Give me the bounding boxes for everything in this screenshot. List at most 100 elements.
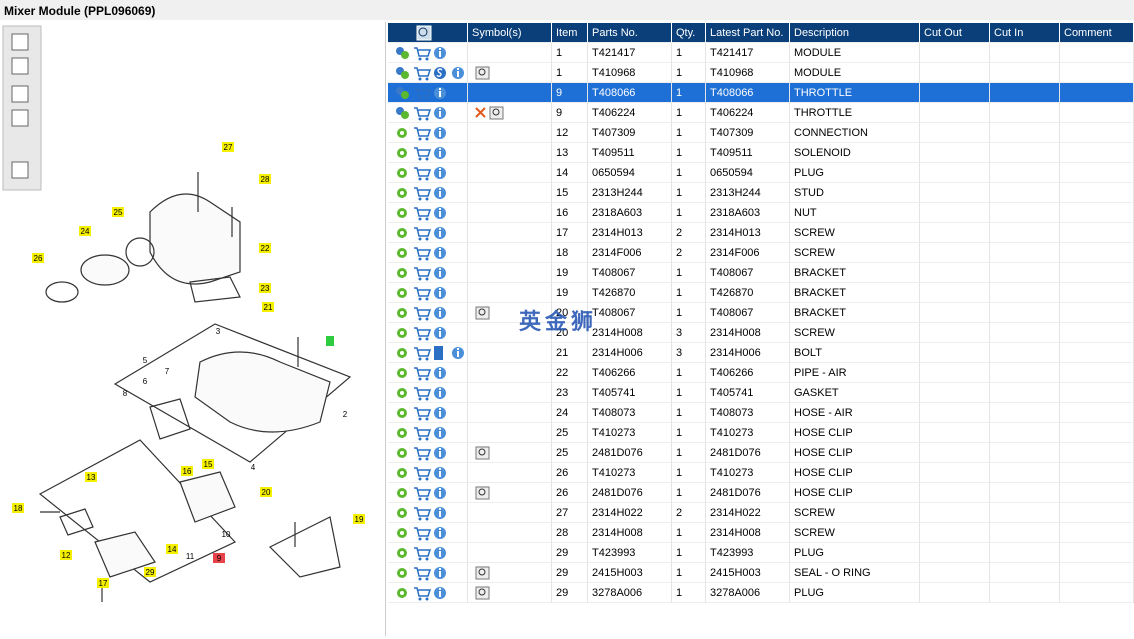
row-icons[interactable]: [388, 63, 468, 83]
row-icon-set[interactable]: [392, 443, 468, 463]
symbol-cell[interactable]: [468, 43, 552, 63]
row-icon-set[interactable]: [392, 403, 468, 423]
row-icons[interactable]: [388, 463, 468, 483]
window-title: Mixer Module (PPL096069): [0, 0, 1134, 20]
row-icons[interactable]: [388, 443, 468, 463]
row-icon-set[interactable]: [392, 523, 468, 543]
symbol-cell[interactable]: [468, 163, 552, 183]
column-header[interactable]: Description: [790, 23, 920, 43]
table-cell: STUD: [790, 183, 920, 203]
row-icons[interactable]: [388, 483, 468, 503]
symbol-cell[interactable]: [468, 363, 552, 383]
column-header[interactable]: Cut In: [990, 23, 1060, 43]
row-icons[interactable]: [388, 163, 468, 183]
row-icon-set[interactable]: [392, 103, 468, 123]
row-icon-set[interactable]: [392, 143, 468, 163]
row-icons[interactable]: [388, 323, 468, 343]
row-icon-set[interactable]: [392, 323, 468, 343]
row-icon-set[interactable]: [392, 463, 468, 483]
row-icons[interactable]: [388, 503, 468, 523]
symbol-cell[interactable]: [468, 243, 552, 263]
symbol-cell[interactable]: [468, 83, 552, 103]
symbol-cell[interactable]: [468, 283, 552, 303]
row-icon-set[interactable]: [392, 483, 468, 503]
symbol-cell[interactable]: [468, 63, 552, 83]
row-icon-set[interactable]: [392, 423, 468, 443]
row-icons[interactable]: [388, 143, 468, 163]
row-icons[interactable]: [388, 363, 468, 383]
symbol-cell[interactable]: [468, 323, 552, 343]
row-icons[interactable]: [388, 303, 468, 323]
symbol-cell[interactable]: [468, 203, 552, 223]
row-icon-set[interactable]: [392, 203, 468, 223]
column-header[interactable]: Symbol(s): [468, 23, 552, 43]
row-icons[interactable]: [388, 223, 468, 243]
row-icon-set[interactable]: [392, 123, 468, 143]
row-icon-set[interactable]: [392, 263, 468, 283]
symbol-cell[interactable]: [468, 403, 552, 423]
row-icon-set[interactable]: [392, 43, 468, 63]
header-icon[interactable]: [388, 23, 468, 43]
toolbar-buttons[interactable]: [11, 33, 29, 179]
column-header[interactable]: Parts No.: [588, 23, 672, 43]
row-icon-set[interactable]: [392, 183, 468, 203]
row-icons[interactable]: [388, 383, 468, 403]
row-icon-set[interactable]: [392, 243, 468, 263]
row-icon-set[interactable]: [392, 303, 468, 323]
row-icons[interactable]: [388, 103, 468, 123]
row-icon-set[interactable]: [392, 543, 468, 563]
symbol-cell[interactable]: [468, 263, 552, 283]
row-icons[interactable]: [388, 343, 468, 363]
row-icons[interactable]: [388, 543, 468, 563]
row-icons[interactable]: [388, 423, 468, 443]
column-header[interactable]: Qty.: [672, 23, 706, 43]
row-icon-set[interactable]: [392, 163, 468, 183]
column-header[interactable]: Latest Part No.: [706, 23, 790, 43]
symbol-cell[interactable]: [468, 443, 552, 463]
row-icon-set[interactable]: [392, 363, 468, 383]
row-icon-set[interactable]: [392, 503, 468, 523]
row-icons[interactable]: [388, 583, 468, 603]
column-header[interactable]: Item: [552, 23, 588, 43]
symbol-cell[interactable]: [468, 523, 552, 543]
symbol-cell[interactable]: [468, 123, 552, 143]
symbol-cell[interactable]: [468, 583, 552, 603]
row-icons[interactable]: [388, 123, 468, 143]
row-icons[interactable]: [388, 83, 468, 103]
row-icons[interactable]: [388, 263, 468, 283]
symbol-cell[interactable]: [468, 543, 552, 563]
row-icons[interactable]: [388, 203, 468, 223]
symbol-cell[interactable]: [468, 223, 552, 243]
symbol-cell[interactable]: [468, 343, 552, 363]
column-header[interactable]: Comment: [1060, 23, 1134, 43]
row-icon-set[interactable]: [392, 223, 468, 243]
row-icon-set[interactable]: [392, 343, 468, 363]
symbol-cell[interactable]: [468, 463, 552, 483]
row-icons[interactable]: [388, 403, 468, 423]
row-icon-set[interactable]: [392, 83, 468, 103]
symbol-cell[interactable]: [468, 563, 552, 583]
symbol-cell[interactable]: [468, 503, 552, 523]
row-icon-set[interactable]: [392, 563, 468, 583]
row-icons[interactable]: [388, 43, 468, 63]
row-icons[interactable]: [388, 563, 468, 583]
symbol-cell[interactable]: [468, 383, 552, 403]
row-icon-set[interactable]: [392, 583, 468, 603]
row-icon-set[interactable]: [392, 283, 468, 303]
empty-cell: [920, 423, 990, 443]
symbol-cell[interactable]: [468, 303, 552, 323]
row-icons[interactable]: [388, 283, 468, 303]
symbol-cell[interactable]: [468, 143, 552, 163]
symbol-cell[interactable]: [468, 103, 552, 123]
column-header[interactable]: Cut Out: [920, 23, 990, 43]
symbol-cell[interactable]: [468, 483, 552, 503]
symbol-icons: [475, 566, 490, 580]
symbol-cell[interactable]: [468, 183, 552, 203]
symbol-icons: [472, 383, 552, 403]
symbol-cell[interactable]: [468, 423, 552, 443]
row-icon-set[interactable]: [392, 383, 468, 403]
row-icons[interactable]: [388, 243, 468, 263]
row-icons[interactable]: [388, 183, 468, 203]
row-icons[interactable]: [388, 523, 468, 543]
row-icon-set[interactable]: [392, 63, 468, 83]
